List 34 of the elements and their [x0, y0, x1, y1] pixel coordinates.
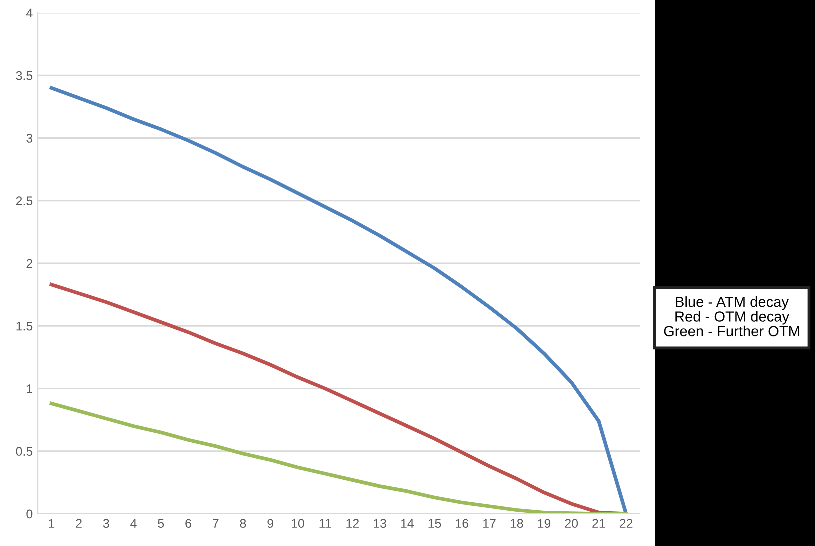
x-tick-label: 19 [538, 519, 551, 528]
x-tick-label: 11 [320, 519, 332, 528]
x-tick-label: 21 [592, 519, 606, 528]
x-tick-label: 5 [158, 519, 164, 528]
x-tick-label: 14 [401, 519, 414, 528]
x-tick-label: 17 [484, 519, 496, 528]
x-tick-label: 1 [49, 519, 55, 528]
y-tick-label: 2.5 [16, 196, 33, 206]
x-tick-label: 4 [130, 519, 137, 528]
y-tick-label: 4 [26, 8, 33, 18]
y-tick-label: 1.5 [16, 322, 33, 331]
line-series [50, 402, 628, 514]
y-tick-label: 3 [26, 134, 33, 143]
x-tick-label: 13 [374, 519, 386, 528]
x-tick-label: 18 [510, 519, 524, 528]
x-tick-label: 22 [620, 519, 633, 528]
text: Blue - ATM decay Red - OTM decay Green - Further OTM [664, 296, 800, 337]
x-tick-label: 3 [103, 519, 110, 528]
line-series [50, 86, 628, 514]
y-tick-label: 3.5 [16, 71, 33, 80]
x-tick-label: 8 [240, 519, 246, 528]
y-tick-label: 0 [26, 510, 33, 519]
x-tick-label: 20 [565, 519, 578, 528]
x-tick-label: 7 [213, 519, 219, 528]
x-tick-label: 15 [428, 519, 442, 528]
x-tick-label: 2 [76, 519, 82, 528]
x-tick-label: 6 [186, 519, 192, 528]
x-tick-label: 16 [456, 519, 469, 528]
x-tick-label: 10 [292, 519, 304, 528]
y-tick-label: 2 [26, 259, 33, 268]
y-tick-label: 0.5 [16, 447, 33, 456]
x-tick-label: 9 [268, 519, 274, 528]
x-tick-label: 12 [346, 519, 360, 528]
y-tick-label: 1 [27, 384, 33, 394]
